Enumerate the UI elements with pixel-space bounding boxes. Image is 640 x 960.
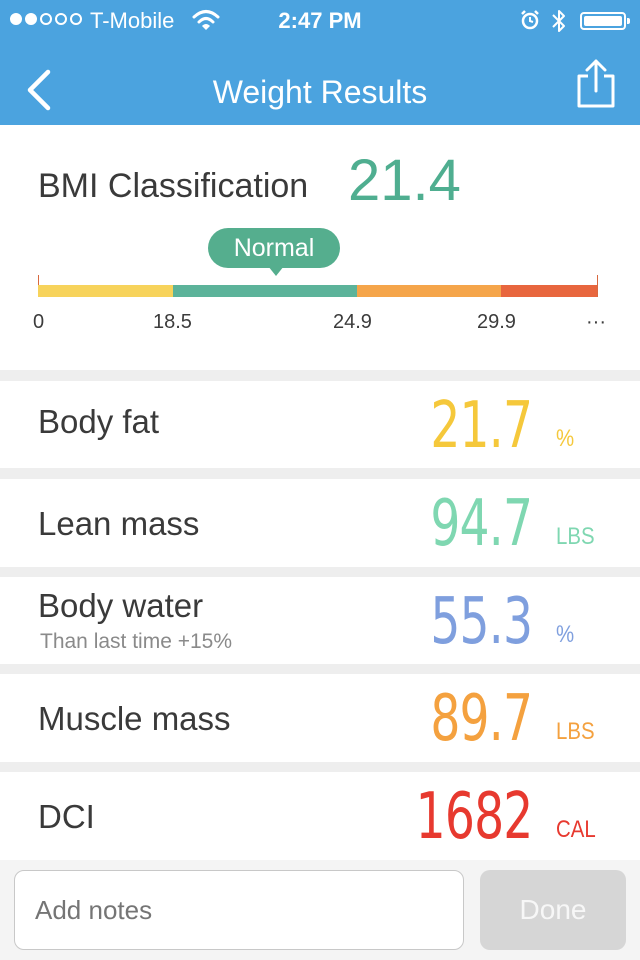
metric-unit: % [556,621,575,648]
status-time: 2:47 PM [278,8,362,33]
metric-label: Body fat [38,403,160,440]
bluetooth-icon [552,10,565,32]
metric-subtitle: Than last time +15% [40,630,233,653]
metric-row-dci[interactable]: DCI 1682 CAL [0,772,640,860]
navigation-bar: Weight Results [0,40,640,125]
metric-value: 1682 [415,780,533,854]
signal-dot [25,13,37,25]
signal-strength-icon [10,13,82,25]
bmi-category-badge: Normal [208,228,340,268]
carrier-name: T-Mobile [90,8,175,33]
bmi-card: BMI Classification 21.4 Normal 0 18.5 24… [0,125,640,370]
wifi-icon [192,10,220,30]
status-bar: T-Mobile 2:47 PM [0,0,640,40]
back-chevron-icon[interactable] [22,68,56,112]
done-button[interactable]: Done [480,870,626,950]
scale-end-mark [597,275,598,297]
metric-row-body-water[interactable]: Body water Than last time +15% 55.3 % [0,577,640,664]
bmi-segment-underweight [38,285,173,297]
share-icon[interactable] [574,58,618,110]
signal-dot [10,13,22,25]
metric-value: 21.7 [430,389,533,463]
metric-unit: CAL [556,816,596,843]
notes-toolbar: Done [0,860,640,960]
bmi-label: BMI Classification [38,167,309,205]
page-title: Weight Results [212,74,428,110]
bmi-indicator-pointer [268,266,284,276]
metric-value: 94.7 [430,487,533,561]
bmi-tick-24-9: 24.9 [333,311,372,333]
signal-dot [55,13,67,25]
metric-label: DCI [38,798,95,835]
metric-value: 89.7 [430,682,533,756]
metric-label: Body water [38,587,204,624]
metric-unit: LBS [556,718,595,745]
bmi-tick-29-9: 29.9 [477,311,516,333]
bmi-tick-0: 0 [33,311,45,333]
metric-unit: LBS [556,523,595,550]
metric-value: 55.3 [430,585,533,659]
bmi-tick-more: ··· [586,311,606,333]
signal-dot [70,13,82,25]
metric-row-lean-mass[interactable]: Lean mass 94.7 LBS [0,479,640,567]
bmi-segment-normal [173,285,357,297]
battery-tip [627,18,630,24]
battery-icon [580,12,630,30]
notes-input[interactable] [14,870,464,950]
alarm-icon [521,10,539,30]
bmi-segment-overweight [357,285,501,297]
metric-label: Muscle mass [38,700,231,737]
app-header: T-Mobile 2:47 PM Weight Results [0,0,640,125]
bmi-segment-obese [501,285,598,297]
metric-unit: % [556,425,575,452]
metric-row-body-fat[interactable]: Body fat 21.7 % [0,381,640,468]
battery-level [584,16,622,26]
signal-dot [40,13,52,25]
metric-row-muscle-mass[interactable]: Muscle mass 89.7 LBS [0,674,640,762]
bmi-tick-18-5: 18.5 [153,311,192,333]
bmi-value: 21.4 [348,148,461,213]
metric-label: Lean mass [38,505,200,542]
